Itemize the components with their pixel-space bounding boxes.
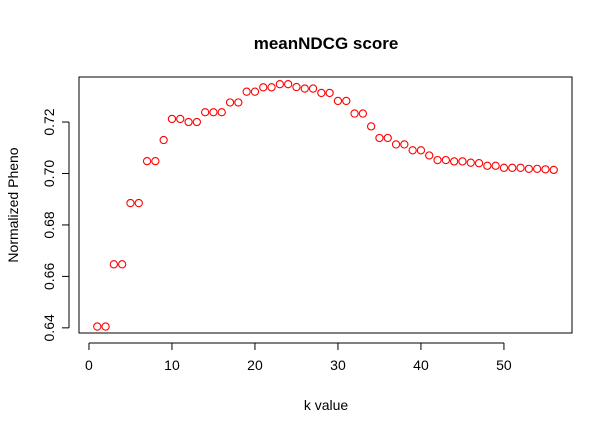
data-point: [209, 108, 218, 117]
data-point: [259, 83, 268, 92]
data-point: [242, 87, 251, 96]
data-point: [308, 84, 318, 93]
data-point: [350, 109, 359, 118]
data-point: [508, 163, 517, 172]
data-point: [541, 165, 550, 174]
data-point: [142, 156, 152, 166]
data-point: [416, 146, 426, 155]
x-axis-label: k value: [304, 397, 349, 413]
data-point: [159, 135, 168, 145]
x-tick-label: 40: [413, 357, 429, 373]
data-point: [284, 80, 293, 89]
data-point: [466, 158, 475, 167]
data-point: [317, 88, 326, 98]
y-tick-label: 0.64: [41, 314, 57, 341]
data-point: [383, 133, 392, 143]
data-point: [151, 156, 160, 166]
data-point: [400, 140, 409, 149]
data-point: [300, 84, 309, 93]
data-point: [491, 161, 500, 170]
x-axis: 0 10 20 30 40 50: [85, 342, 512, 373]
data-point: [458, 157, 467, 166]
data-point: [192, 117, 202, 127]
data-point: [234, 98, 243, 107]
data-point: [217, 108, 226, 117]
data-point: [176, 114, 185, 124]
data-point: [134, 198, 143, 208]
data-point: [408, 146, 417, 155]
data-point: [250, 87, 260, 96]
data-point: [391, 140, 401, 149]
data-point: [366, 122, 376, 131]
data-point: [292, 82, 301, 92]
data-point: [425, 151, 434, 160]
data-point: [101, 322, 110, 331]
data-point: [118, 260, 127, 269]
data-point: [483, 161, 492, 170]
data-point: [499, 163, 509, 172]
data-point: [325, 88, 334, 98]
x-tick-label: 50: [496, 357, 512, 373]
data-point: [474, 159, 484, 168]
data-point: [184, 117, 193, 127]
data-point: [441, 155, 450, 165]
data-point: [549, 165, 558, 175]
data-point: [342, 96, 351, 106]
data-point: [358, 109, 367, 118]
data-point: [109, 260, 119, 269]
data-point: [333, 96, 343, 106]
x-tick-label: 20: [247, 357, 263, 373]
y-axis: 0.64 0.66 0.68 0.70 0.72: [41, 108, 70, 341]
x-tick-label: 10: [164, 357, 180, 373]
data-point: [275, 80, 285, 89]
data-point: [532, 164, 542, 174]
data-point: [524, 164, 533, 174]
data-point: [167, 114, 177, 124]
plot-frame: [78, 76, 573, 334]
data-point: [516, 163, 525, 172]
data-point: [201, 108, 210, 117]
y-tick-label: 0.66: [41, 263, 57, 290]
chart-title: meanNDCG score: [254, 34, 399, 53]
data-point: [93, 322, 102, 331]
data-point: [267, 83, 276, 92]
x-tick-label: 0: [85, 357, 93, 373]
y-tick-label: 0.68: [41, 211, 57, 238]
y-axis-label: Normalized Pheno: [5, 147, 21, 262]
data-point: [375, 133, 384, 143]
x-tick-label: 30: [330, 357, 346, 373]
data-point: [126, 198, 135, 208]
data-point: [433, 155, 442, 165]
y-tick-label: 0.72: [41, 108, 57, 135]
data-point: [449, 157, 459, 166]
data-points: [93, 80, 558, 331]
y-tick-label: 0.70: [41, 160, 57, 187]
data-point: [225, 98, 235, 107]
